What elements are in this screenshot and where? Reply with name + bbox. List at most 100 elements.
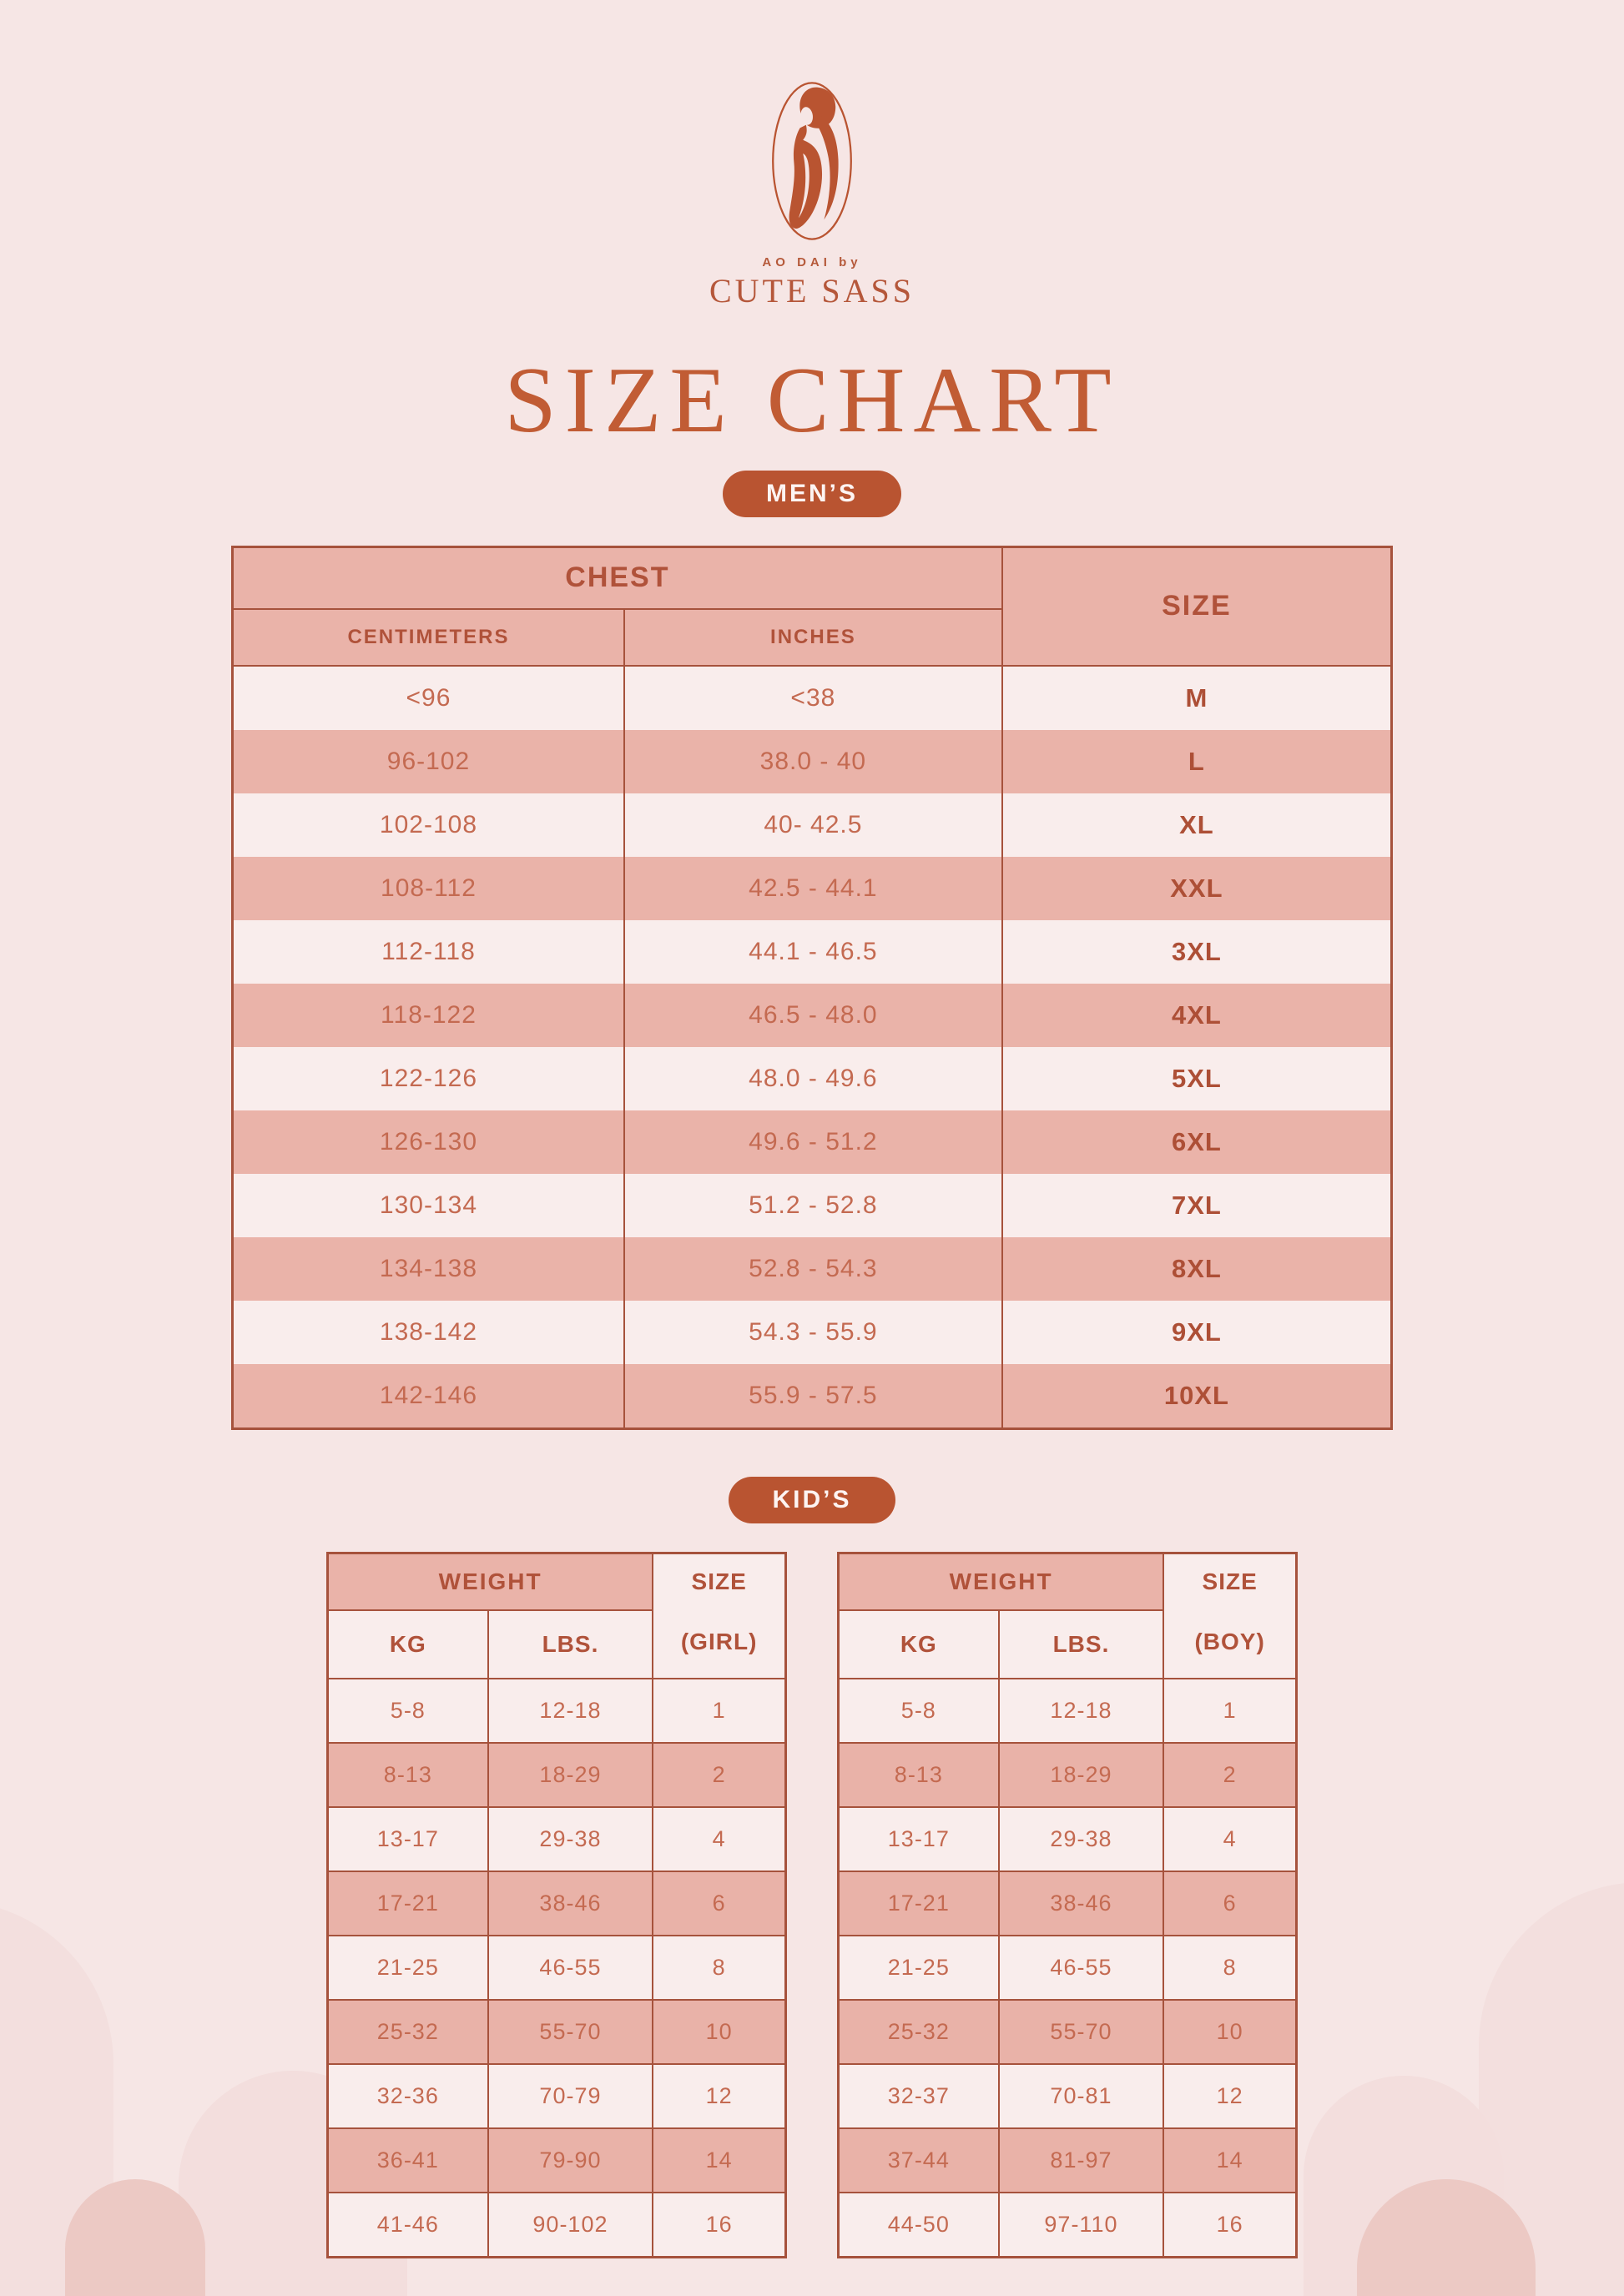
boy-size-column-header: SIZE (BOY) <box>1163 1552 1298 1679</box>
size-cell: 16 <box>1163 2191 1298 2258</box>
decorative-arch <box>65 2179 205 2296</box>
lbs-cell: 97-110 <box>997 2191 1165 2258</box>
lbs-cell: 12-18 <box>997 1677 1165 1744</box>
size-cell: 3XL <box>1001 919 1393 984</box>
inches-cell: 52.8 - 54.3 <box>623 1236 1003 1301</box>
table-row: 122-126 48.0 - 49.6 5XL <box>231 1046 1393 1110</box>
kg-cell: 25-32 <box>837 1998 1000 2065</box>
kg-cell: 5-8 <box>837 1677 1000 1744</box>
size-cell: 12 <box>652 2062 787 2129</box>
kg-column-header: KG <box>837 1609 1000 1679</box>
table-row: 21-25 46-55 8 <box>837 1934 1298 2001</box>
centimeters-column-header: CENTIMETERS <box>231 608 625 667</box>
size-header-label: SIZE <box>691 1568 747 1594</box>
lbs-cell: 46-55 <box>997 1934 1165 2001</box>
lbs-cell: 90-102 <box>487 2191 654 2258</box>
kg-cell: 32-36 <box>326 2062 489 2129</box>
size-cell: 8 <box>1163 1934 1298 2001</box>
weight-group-header: WEIGHT <box>326 1552 654 1611</box>
size-cell: 6 <box>1163 1870 1298 1936</box>
inches-cell: 42.5 - 44.1 <box>623 856 1003 920</box>
cm-cell: <96 <box>231 665 625 730</box>
kg-cell: 13-17 <box>326 1805 489 1872</box>
inches-cell: 55.9 - 57.5 <box>623 1363 1003 1429</box>
table-row: 17-21 38-46 6 <box>326 1870 787 1936</box>
table-row: 25-32 55-70 10 <box>837 1998 1298 2065</box>
inches-cell: 44.1 - 46.5 <box>623 919 1003 984</box>
kg-cell: 44-50 <box>837 2191 1000 2258</box>
cm-cell: 96-102 <box>231 729 625 793</box>
size-cell: 1 <box>652 1677 787 1744</box>
inches-cell: 46.5 - 48.0 <box>623 983 1003 1047</box>
cm-cell: 134-138 <box>231 1236 625 1301</box>
kg-cell: 32-37 <box>837 2062 1000 2129</box>
kids-section-badge: KID’S <box>729 1476 895 1523</box>
page-title: SIZE CHART <box>504 349 1120 452</box>
lbs-cell: 79-90 <box>487 2127 654 2193</box>
size-cell: 1 <box>1163 1677 1298 1744</box>
kg-cell: 8-13 <box>837 1741 1000 1808</box>
lbs-cell: 18-29 <box>487 1741 654 1808</box>
size-cell: 6XL <box>1001 1110 1393 1174</box>
lbs-cell: 46-55 <box>487 1934 654 2001</box>
kg-cell: 17-21 <box>837 1870 1000 1936</box>
size-cell: XL <box>1001 793 1393 857</box>
table-row: 142-146 55.9 - 57.5 10XL <box>231 1363 1393 1429</box>
size-cell: 10XL <box>1001 1363 1393 1429</box>
size-cell: 5XL <box>1001 1046 1393 1110</box>
size-cell: 8XL <box>1001 1236 1393 1301</box>
table-row: 41-46 90-102 16 <box>326 2191 787 2258</box>
table-row: 32-36 70-79 12 <box>326 2062 787 2129</box>
mens-section-badge: MEN’S <box>722 470 901 517</box>
cm-cell: 112-118 <box>231 919 625 984</box>
inches-cell: 51.2 - 52.8 <box>623 1173 1003 1237</box>
cm-cell: 126-130 <box>231 1110 625 1174</box>
lbs-cell: 81-97 <box>997 2127 1165 2193</box>
size-cell: 4 <box>1163 1805 1298 1872</box>
table-row: 112-118 44.1 - 46.5 3XL <box>231 919 1393 984</box>
kg-cell: 21-25 <box>837 1934 1000 2001</box>
kids-girl-size-table: WEIGHT SIZE (GIRL) KG LBS. <box>326 1551 787 2258</box>
size-cell: 14 <box>652 2127 787 2193</box>
cm-cell: 138-142 <box>231 1300 625 1364</box>
table-row: 13-17 29-38 4 <box>326 1805 787 1872</box>
table-row: 130-134 51.2 - 52.8 7XL <box>231 1173 1393 1237</box>
size-cell: 10 <box>1163 1998 1298 2065</box>
lbs-cell: 12-18 <box>487 1677 654 1744</box>
table-row: 8-13 18-29 2 <box>837 1741 1298 1808</box>
lbs-column-header: LBS. <box>997 1609 1165 1679</box>
inches-cell: 48.0 - 49.6 <box>623 1046 1003 1110</box>
kg-cell: 25-32 <box>326 1998 489 2065</box>
size-cell: L <box>1001 729 1393 793</box>
lbs-cell: 29-38 <box>997 1805 1165 1872</box>
inches-cell: 40- 42.5 <box>623 793 1003 857</box>
kg-cell: 13-17 <box>837 1805 1000 1872</box>
kids-tables: WEIGHT SIZE (GIRL) KG LBS. <box>326 1551 1298 2258</box>
table-row: 96-102 38.0 - 40 L <box>231 729 1393 793</box>
lbs-cell: 55-70 <box>487 1998 654 2065</box>
size-cell: 8 <box>652 1934 787 2001</box>
brand-logo-woman-ao-dai-icon <box>772 82 852 240</box>
mens-size-table: CHEST SIZE CENTIMETERS INCHES <96 <38 M 96… <box>231 545 1393 1430</box>
table-row: 21-25 46-55 8 <box>326 1934 787 2001</box>
table-row: 134-138 52.8 - 54.3 8XL <box>231 1236 1393 1301</box>
size-cell: M <box>1001 665 1393 730</box>
chest-group-header: CHEST <box>231 546 1003 610</box>
size-cell: 16 <box>652 2191 787 2258</box>
table-row: 5-8 12-18 1 <box>837 1677 1298 1744</box>
table-row: 32-37 70-81 12 <box>837 2062 1298 2129</box>
brand-tagline: AO DAI by <box>762 255 862 269</box>
kg-cell: 21-25 <box>326 1934 489 2001</box>
table-row: 118-122 46.5 - 48.0 4XL <box>231 983 1393 1047</box>
table-row: 36-41 79-90 14 <box>326 2127 787 2193</box>
cm-cell: 122-126 <box>231 1046 625 1110</box>
cm-cell: 102-108 <box>231 793 625 857</box>
table-row: 37-44 81-97 14 <box>837 2127 1298 2193</box>
inches-cell: 54.3 - 55.9 <box>623 1300 1003 1364</box>
size-cell: 2 <box>652 1741 787 1808</box>
inches-cell: 49.6 - 51.2 <box>623 1110 1003 1174</box>
size-column-header: SIZE <box>1001 546 1393 667</box>
table-row: 17-21 38-46 6 <box>837 1870 1298 1936</box>
